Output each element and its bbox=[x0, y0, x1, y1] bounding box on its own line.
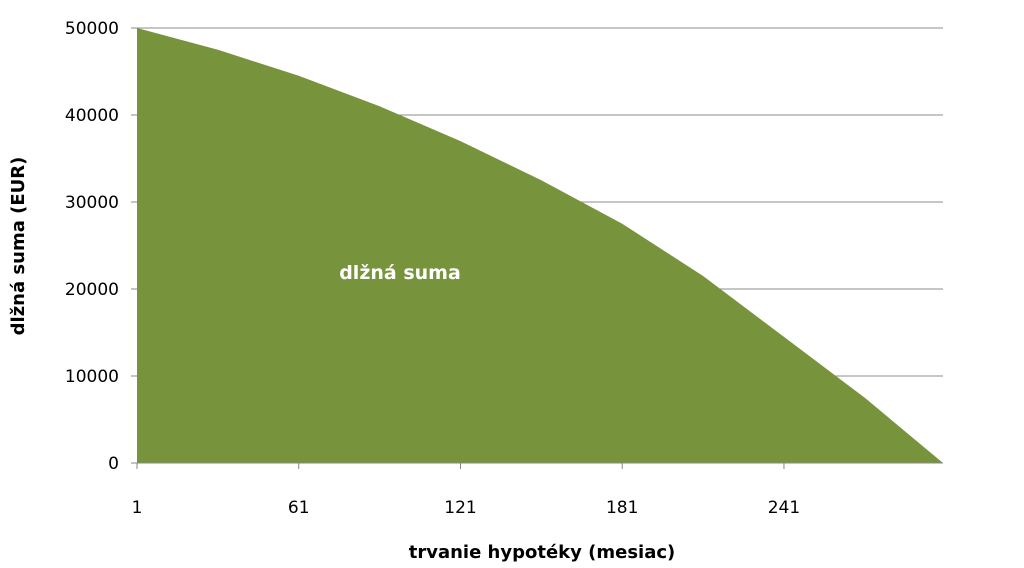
y-tick-label: 20000 bbox=[65, 280, 119, 300]
y-axis-title: dlžná suma (EUR) bbox=[8, 157, 29, 336]
y-tick-label: 0 bbox=[108, 454, 119, 474]
x-axis-title: trvanie hypotéky (mesiac) bbox=[409, 542, 676, 563]
debt-area bbox=[137, 28, 943, 463]
y-tick-label: 50000 bbox=[65, 19, 119, 39]
area-series-label: dlžná suma bbox=[339, 262, 461, 284]
x-tick-label: 121 bbox=[444, 498, 476, 518]
y-tick-label: 40000 bbox=[65, 106, 119, 126]
y-axis-ticks: 0 10000 20000 30000 40000 50000 bbox=[65, 19, 137, 474]
x-axis-ticks: 1 61 121 181 241 bbox=[132, 463, 800, 518]
x-tick-label: 1 bbox=[132, 498, 143, 518]
y-tick-label: 30000 bbox=[65, 193, 119, 213]
x-tick-label: 181 bbox=[606, 498, 638, 518]
x-tick-label: 61 bbox=[288, 498, 310, 518]
y-tick-label: 10000 bbox=[65, 367, 119, 387]
x-tick-label: 241 bbox=[768, 498, 800, 518]
